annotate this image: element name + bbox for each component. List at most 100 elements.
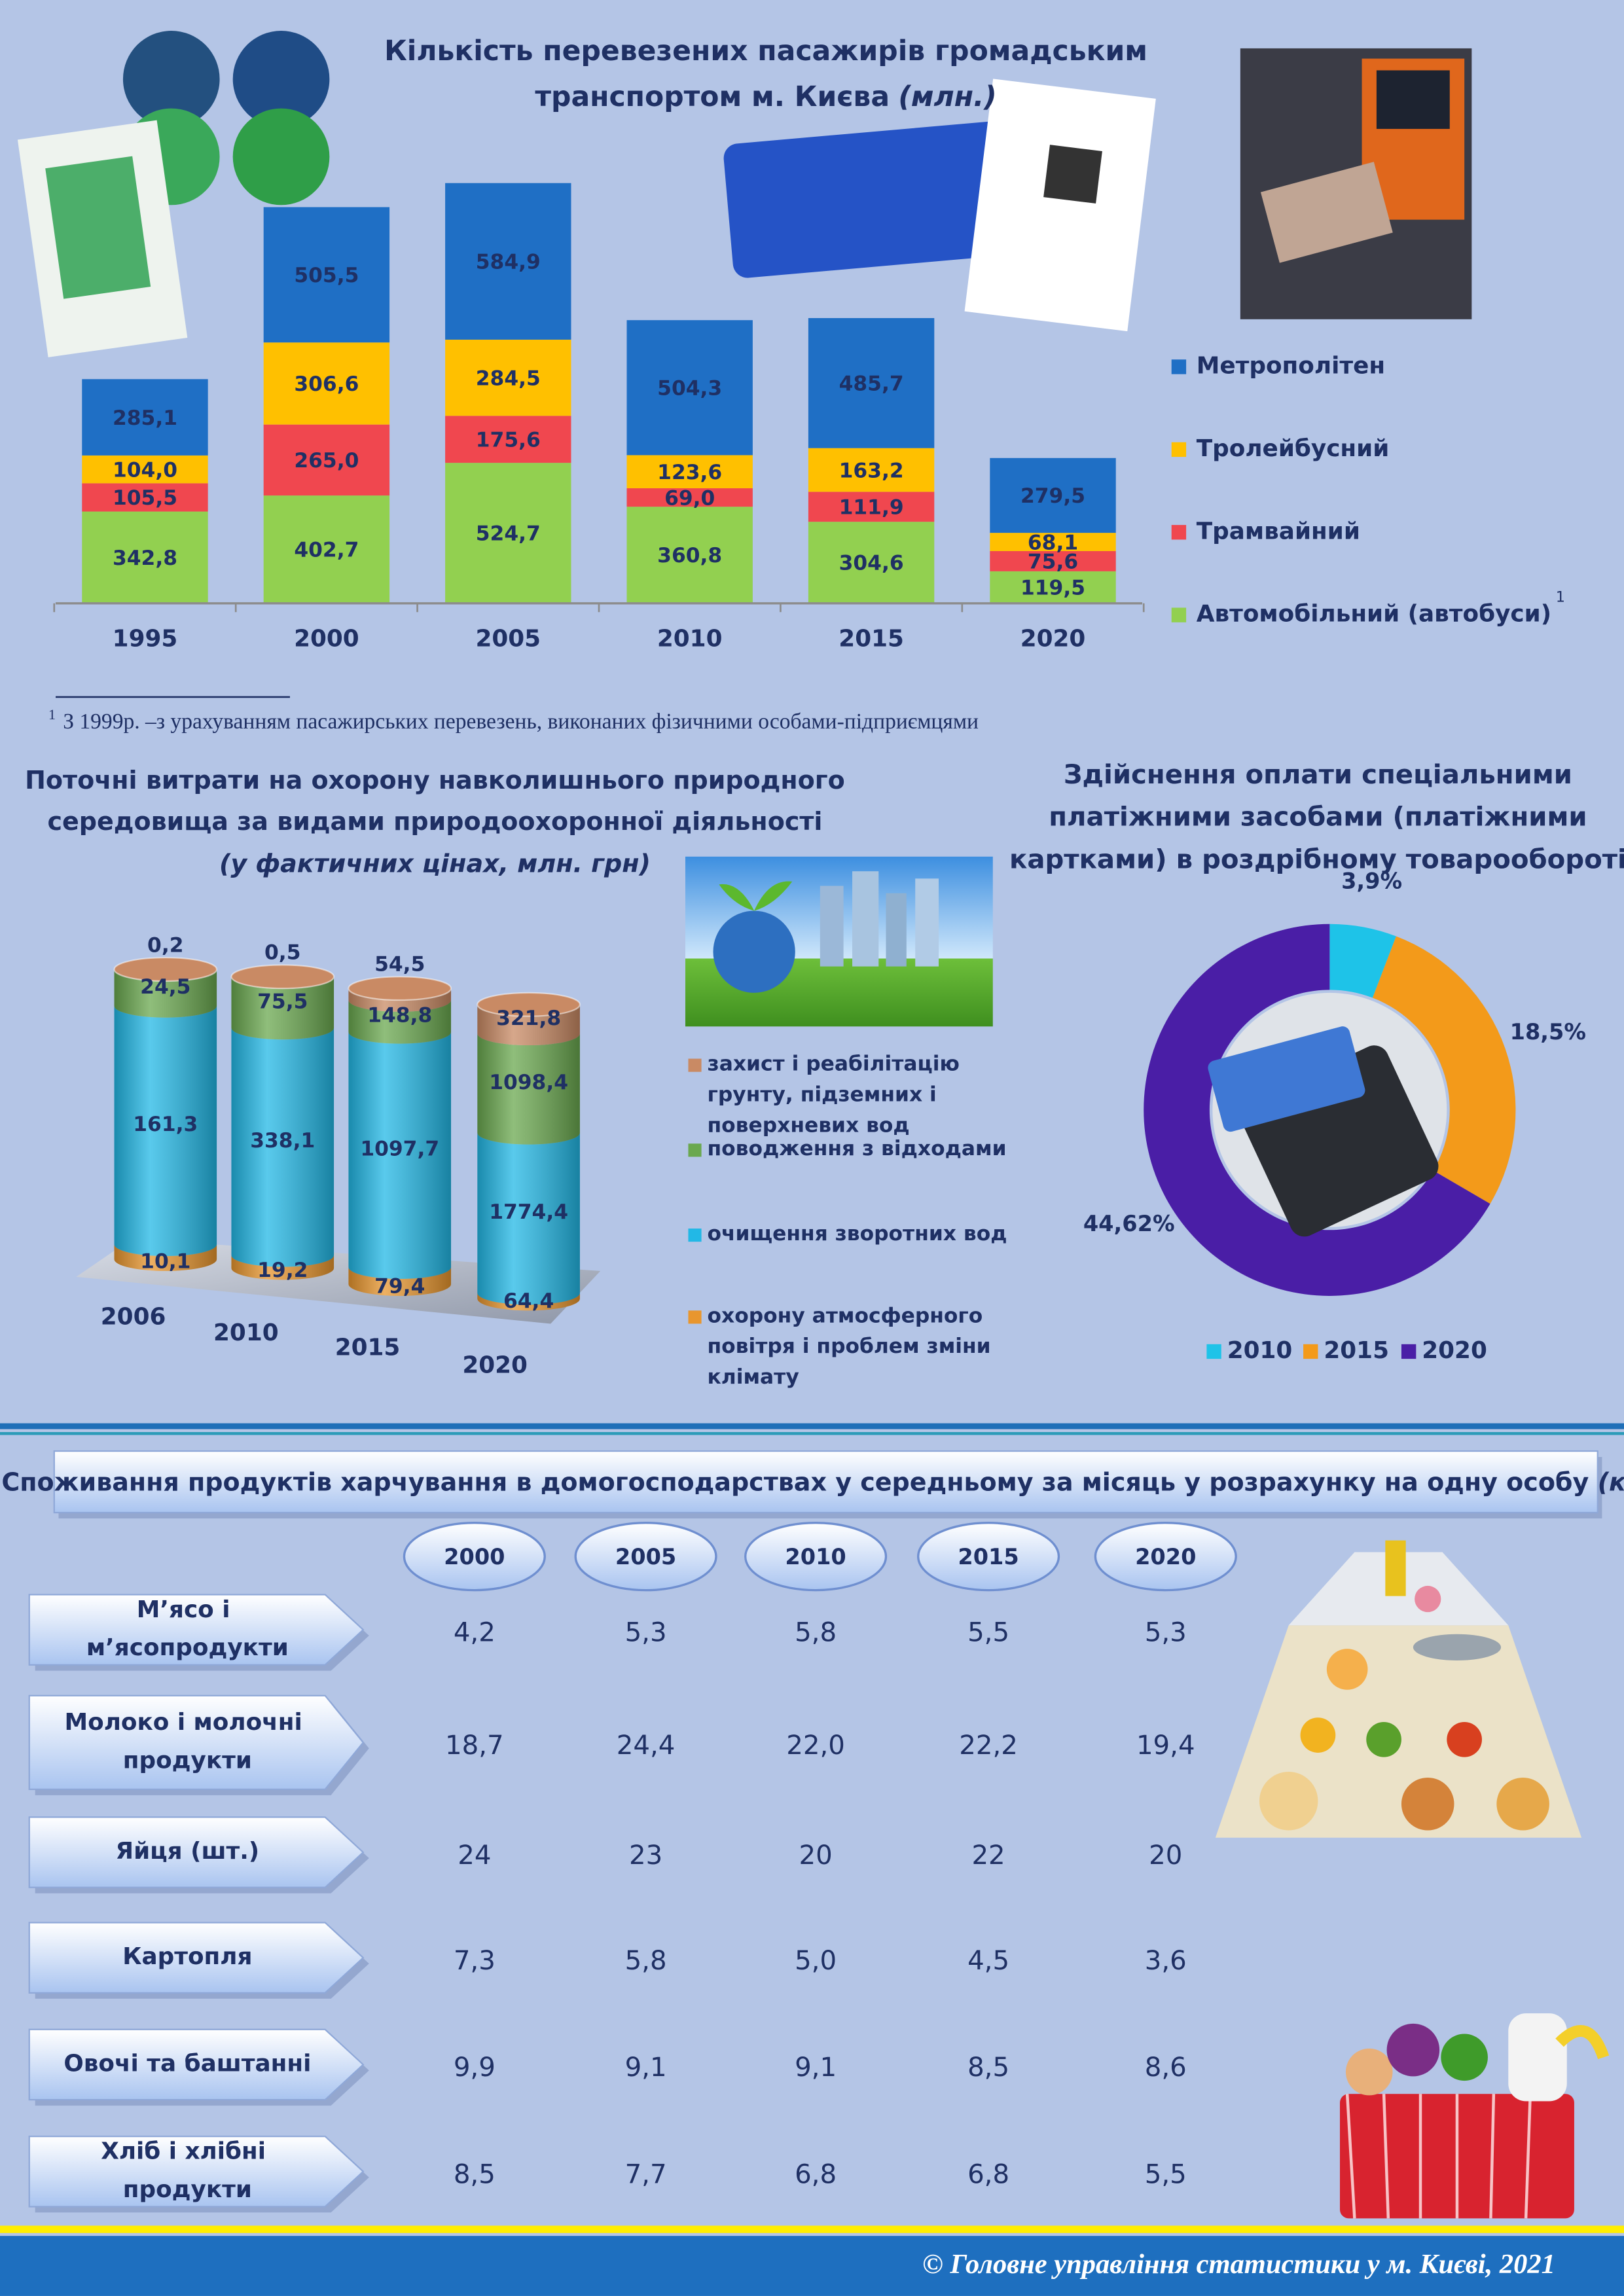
table-title: Споживання продуктів харчування в домого…: [1, 1467, 1624, 1496]
bar-segment: [445, 463, 571, 603]
value-label: 64,4: [503, 1289, 554, 1313]
chart-title: транспортом м. Києва (млн.): [535, 81, 996, 113]
value-label: 69,0: [664, 486, 715, 510]
x-tick-label: 2020: [1020, 626, 1086, 653]
bar-segment: [82, 379, 208, 456]
value-label: 485,7: [839, 372, 904, 396]
bar-segment: [263, 495, 390, 603]
bar-segment: [990, 571, 1116, 603]
chart-title: платіжними засобами (платіжними: [1049, 802, 1587, 833]
value-label: 1774,4: [489, 1200, 568, 1224]
separator: [0, 1423, 1624, 1429]
value-label: 584,9: [476, 251, 541, 274]
chart-title: Здійснення оплати спеціальними: [1064, 760, 1572, 790]
bar-segment: [82, 455, 208, 484]
value-label: 111,9: [839, 496, 904, 520]
value-label: 18,5%: [1510, 1019, 1586, 1045]
value-label: 3,9%: [1341, 869, 1402, 894]
bar-segment: [263, 424, 390, 496]
value-label: 279,5: [1020, 484, 1085, 508]
footer-band: [0, 2236, 1624, 2296]
x-tick-label: 2005: [475, 626, 541, 653]
value-label: 123,6: [657, 461, 722, 484]
footnote-marker: 1: [48, 706, 56, 723]
chart-title: транспортом м. Києва: [535, 81, 890, 113]
legend-swatch: [688, 1229, 702, 1242]
value-label: 163,2: [839, 459, 904, 482]
chart-title: картками) в роздрібному товарообороті: [1009, 845, 1624, 875]
row-label-bg: [28, 2028, 365, 2101]
footnote: З 1999р. –з урахуванням пасажирських пер…: [63, 709, 979, 734]
legend-swatch: [1303, 1344, 1318, 1359]
bar-segment: [990, 457, 1116, 533]
cell-value: 5,5: [1145, 2159, 1187, 2189]
row-label: Яйця (шт.): [116, 1838, 260, 1865]
cell-value: 7,7: [625, 2159, 667, 2189]
x-tick-label: 2006: [101, 1304, 166, 1331]
footer-stripe: [0, 2225, 1624, 2233]
value-label: 105,5: [113, 486, 177, 510]
x-tick-label: 2000: [294, 626, 359, 653]
column-header-bg: [1094, 1522, 1237, 1592]
cell-value: 24,4: [617, 1731, 676, 1761]
donut-segment: [1144, 924, 1490, 1296]
value-label: 284,5: [476, 367, 541, 390]
cell-value: 5,5: [967, 1618, 1009, 1648]
column-header: 2005: [615, 1544, 676, 1570]
value-label: 75,5: [257, 990, 308, 1014]
cell-value: 20: [1149, 1840, 1182, 1871]
cell-value: 9,9: [454, 2053, 496, 2083]
chart-title: Поточні витрати на охорону навколишнього…: [25, 766, 845, 795]
bar-segment: [626, 455, 753, 488]
row-label: Хліб і хлібні продукти: [101, 2138, 274, 2203]
cell-value: 19,4: [1136, 1731, 1195, 1761]
legend-label: Тролейбусний: [1197, 435, 1390, 462]
legend-label: захист і реабілітацію грунту, підземних …: [708, 1052, 967, 1137]
cell-value: 5,8: [625, 1946, 667, 1976]
cylinder-cap: [113, 957, 218, 982]
cylinder-cap: [348, 976, 452, 1001]
bar-segment: [263, 207, 390, 343]
cylinder-cap: [477, 992, 581, 1017]
value-label: 265,0: [294, 449, 359, 473]
cell-value: 22,0: [786, 1731, 845, 1761]
value-label: 68,1: [1028, 531, 1078, 554]
value-label: 148,8: [367, 1003, 432, 1027]
column-header: 2010: [785, 1544, 846, 1570]
cylinder-cap: [230, 964, 335, 990]
value-label: 338,1: [250, 1129, 315, 1153]
value-label: 504,3: [657, 377, 722, 401]
x-tick-label: 1995: [113, 626, 178, 653]
column-header-bg: [574, 1522, 717, 1592]
value-label: 304,6: [839, 552, 904, 575]
legend-swatch: [1171, 442, 1187, 457]
value-label: 75,6: [1028, 550, 1078, 574]
donut-segment: [1329, 924, 1396, 998]
value-label: 360,8: [657, 544, 722, 567]
cell-value: 6,8: [795, 2159, 837, 2189]
legend-label: очищення зворотних вод: [708, 1222, 1007, 1246]
row-label-bg: [28, 1922, 365, 1994]
legend-label: Трамвайний: [1197, 518, 1360, 545]
value-label: 19,2: [257, 1259, 308, 1282]
value-label: 524,7: [476, 522, 541, 546]
chart-title: середовища за видами природоохоронної ді…: [47, 807, 822, 836]
bar-segment: [808, 522, 935, 603]
cell-value: 3,6: [1145, 1946, 1187, 1976]
x-tick-label: 2010: [213, 1319, 279, 1346]
cell-value: 9,1: [625, 2053, 667, 2083]
value-label: 161,3: [133, 1113, 198, 1136]
footer-text: © Головне управління статистики у м. Киє…: [922, 2249, 1555, 2280]
value-label: 1098,4: [489, 1071, 568, 1094]
bar-segment: [445, 416, 571, 463]
cell-value: 5,8: [795, 1618, 837, 1648]
column-header-bg: [744, 1522, 888, 1592]
value-label: 104,0: [113, 458, 177, 482]
row-label: Молоко і молочні продукти: [65, 1709, 311, 1774]
x-tick-label: 2010: [657, 626, 723, 653]
value-label: 402,7: [294, 539, 359, 562]
cell-value: 5,3: [625, 1618, 667, 1648]
column-header-bg: [403, 1522, 546, 1592]
row-label: М’ясо і м’ясопродукти: [86, 1596, 289, 1661]
decor-food: [1215, 1540, 1610, 2219]
